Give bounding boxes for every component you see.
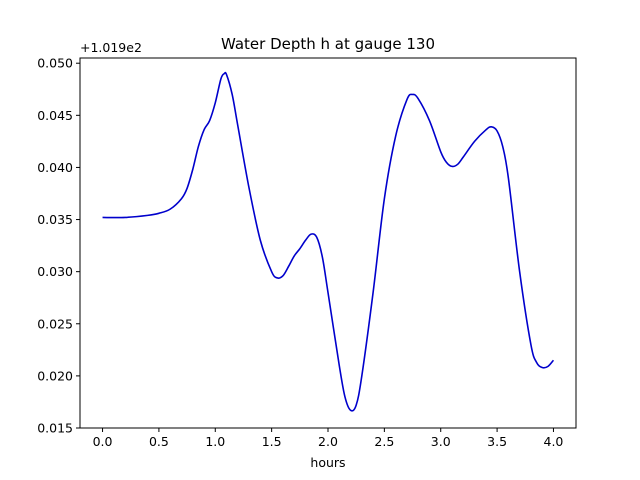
y-tick-label: 0.050 [37,56,73,71]
y-tick-label: 0.035 [37,212,73,227]
x-tick-label: 2.5 [374,434,394,449]
y-tick-label: 0.030 [37,264,73,279]
x-tick-label: 3.5 [487,434,507,449]
y-tick-label: 0.040 [37,160,73,175]
chart-title: Water Depth h at gauge 130 [221,35,435,53]
x-axis-label: hours [310,455,345,470]
x-tick-label: 0.5 [149,434,169,449]
y-tick-label: 0.020 [37,368,73,383]
y-offset-label: +1.019e2 [80,40,142,55]
y-tick-label: 0.025 [37,316,73,331]
series-line [102,71,555,412]
y-tick-label: 0.045 [37,108,73,123]
plot-area [102,71,555,412]
y-tick-label: 0.015 [37,421,73,436]
plot-frame [79,57,577,429]
x-axis: 0.0 0.5 1.0 1.5 2.0 2.5 3.0 3.5 4.0 [93,428,564,449]
x-tick-label: 1.5 [262,434,282,449]
x-tick-label: 0.0 [93,434,113,449]
x-tick-label: 2.0 [318,434,338,449]
x-tick-label: 4.0 [544,434,564,449]
x-tick-label: 3.0 [431,434,451,449]
y-axis: 0.015 0.020 0.025 0.030 0.035 0.040 0.045 0.050 [37,56,80,436]
x-tick-label: 1.0 [205,434,225,449]
